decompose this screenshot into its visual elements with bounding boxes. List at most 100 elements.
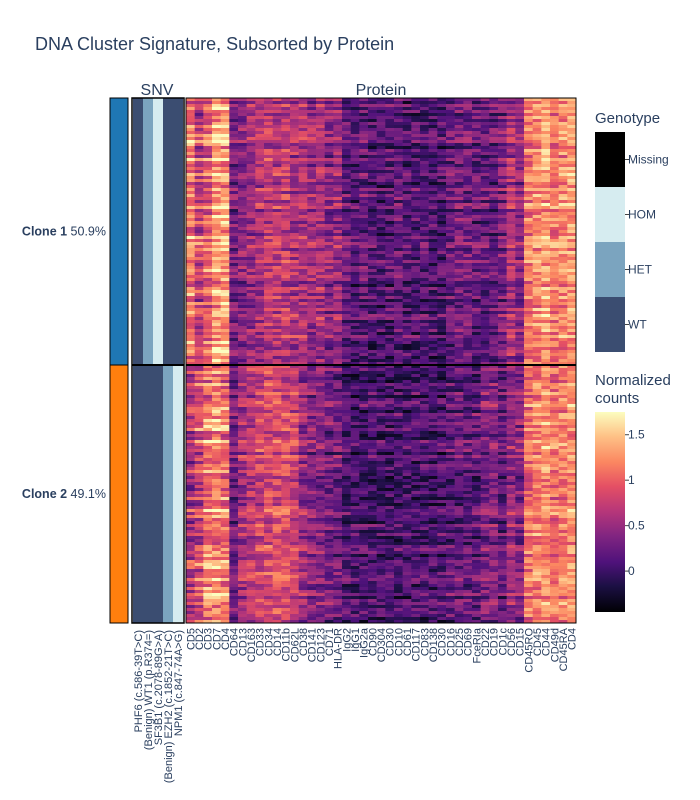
protein-cell: [376, 257, 386, 260]
protein-cell: [454, 266, 464, 269]
protein-cell: [567, 104, 577, 107]
protein-cell: [515, 278, 525, 281]
protein-cell: [186, 143, 195, 146]
protein-cell: [376, 290, 386, 293]
protein-cell: [238, 128, 247, 131]
protein-cell: [385, 281, 395, 284]
protein-cell: [394, 185, 403, 188]
protein-cell: [446, 200, 455, 203]
protein-cell: [524, 119, 533, 122]
protein-cell: [385, 338, 395, 341]
protein-cell: [411, 230, 421, 233]
protein-cell: [428, 164, 438, 167]
protein-cell: [333, 218, 343, 221]
protein-cell: [489, 176, 499, 179]
protein-cell: [532, 419, 542, 422]
protein-cell: [489, 290, 499, 293]
protein-cell: [541, 233, 551, 236]
protein-cell: [463, 137, 473, 140]
protein-cell: [212, 236, 221, 239]
protein-cell: [186, 413, 195, 416]
protein-cell: [212, 155, 221, 158]
protein-cell: [229, 131, 239, 134]
protein-cell: [550, 401, 559, 404]
protein-cell: [255, 197, 265, 200]
protein-cell: [194, 269, 204, 272]
protein-cell: [324, 233, 334, 236]
protein-cell: [359, 350, 369, 353]
protein-cell: [428, 188, 438, 191]
protein-cell: [255, 182, 265, 185]
protein-cell: [402, 377, 412, 380]
protein-cell: [307, 176, 317, 179]
protein-cell: [567, 314, 577, 317]
protein-cell: [532, 161, 542, 164]
protein-cell: [489, 374, 499, 377]
protein-cell: [212, 272, 221, 275]
protein-cell: [324, 173, 334, 176]
protein-cell: [203, 227, 213, 230]
protein-cell: [524, 131, 533, 134]
protein-cell: [402, 149, 412, 152]
protein-cell: [290, 404, 299, 407]
protein-cell: [324, 149, 334, 152]
protein-cell: [316, 242, 325, 245]
protein-cell: [186, 383, 195, 386]
protein-cell: [463, 386, 473, 389]
protein-cell: [333, 332, 343, 335]
protein-cell: [264, 161, 273, 164]
protein-cell: [194, 215, 204, 218]
protein-cell: [212, 104, 221, 107]
protein-cell: [567, 260, 577, 263]
protein-cell: [385, 311, 395, 314]
protein-cell: [246, 323, 256, 326]
protein-cell: [376, 107, 386, 110]
protein-cell: [411, 356, 421, 359]
protein-cell: [290, 191, 299, 194]
protein-cell: [454, 215, 464, 218]
protein-cell: [541, 125, 551, 128]
protein-cell: [567, 116, 577, 119]
protein-cell: [203, 353, 213, 356]
protein-cell: [541, 410, 551, 413]
protein-cell: [324, 185, 334, 188]
protein-cell: [489, 251, 499, 254]
protein-cell: [506, 233, 516, 236]
protein-cell: [264, 428, 273, 431]
protein-cell: [194, 230, 204, 233]
protein-cell: [541, 338, 551, 341]
protein-cell: [264, 272, 273, 275]
protein-cell: [463, 356, 473, 359]
protein-cell: [515, 209, 525, 212]
protein-cell: [558, 368, 568, 371]
protein-cell: [532, 305, 542, 308]
protein-cell: [359, 206, 369, 209]
protein-cell: [420, 167, 429, 170]
protein-cell: [194, 389, 204, 392]
protein-cell: [524, 188, 533, 191]
protein-cell: [212, 143, 221, 146]
protein-cell: [498, 197, 507, 200]
protein-cell: [411, 296, 421, 299]
protein-cell: [428, 380, 438, 383]
protein-cell: [532, 332, 542, 335]
protein-cell: [316, 296, 325, 299]
protein-cell: [394, 287, 403, 290]
protein-cell: [524, 284, 533, 287]
protein-cell: [186, 362, 195, 365]
protein-cell: [428, 374, 438, 377]
protein-cell: [558, 425, 568, 428]
protein-cell: [506, 341, 516, 344]
protein-cell: [333, 131, 343, 134]
protein-cell: [515, 407, 525, 410]
protein-cell: [264, 278, 273, 281]
protein-cell: [515, 131, 525, 134]
protein-cell: [298, 245, 308, 248]
protein-cell: [506, 128, 516, 131]
protein-cell: [255, 224, 265, 227]
protein-cell: [324, 404, 334, 407]
protein-cell: [437, 365, 447, 368]
protein-cell: [524, 350, 533, 353]
protein-cell: [420, 242, 429, 245]
protein-cell: [541, 122, 551, 125]
